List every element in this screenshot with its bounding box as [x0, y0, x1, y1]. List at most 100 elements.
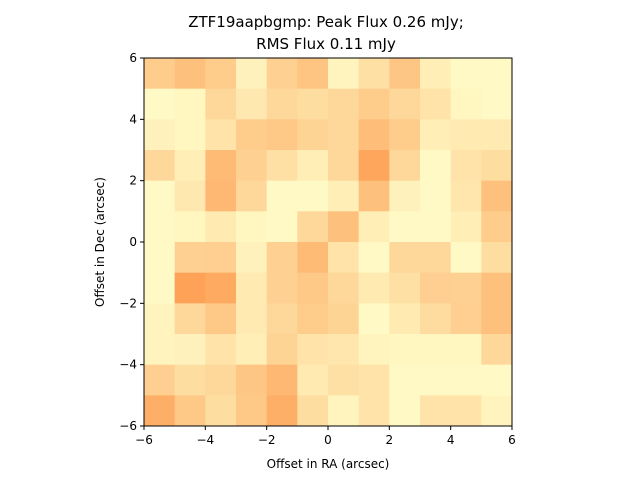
heatmap-cell — [450, 180, 482, 212]
heatmap-cell — [420, 180, 452, 212]
heatmap-cell — [420, 242, 452, 274]
heatmap-cell — [328, 58, 360, 90]
x-tick-label: 0 — [324, 433, 332, 447]
heatmap-cell — [236, 364, 268, 396]
heatmap-cell — [144, 88, 176, 120]
heatmap-cell — [297, 272, 329, 304]
x-tick-label: −2 — [258, 433, 276, 447]
heatmap-cell — [174, 242, 206, 274]
heatmap-cell — [174, 272, 206, 304]
heatmap-cell — [358, 211, 390, 243]
heatmap-cell — [420, 395, 452, 427]
heatmap-cell — [174, 180, 206, 212]
x-axis-ticks: −6 −4 −2 0 2 4 6 — [135, 426, 516, 447]
heatmap-cell — [236, 58, 268, 90]
heatmap-cell — [420, 211, 452, 243]
heatmap-cell — [266, 58, 298, 90]
heatmap-cell — [389, 119, 421, 151]
heatmap-cell — [144, 150, 176, 182]
heatmap-cell — [144, 119, 176, 151]
heatmap-cell — [358, 334, 390, 366]
heatmap-cell — [450, 58, 482, 90]
heatmap-cell — [358, 242, 390, 274]
y-tick-label: 2 — [129, 174, 137, 188]
x-tick-label: −4 — [196, 433, 214, 447]
heatmap-cell — [297, 364, 329, 396]
heatmap-cell — [450, 334, 482, 366]
heatmap-cell — [328, 334, 360, 366]
heatmap-cell — [205, 395, 237, 427]
heatmap-cell — [450, 119, 482, 151]
heatmap-cell — [389, 211, 421, 243]
heatmap-cell — [297, 88, 329, 120]
heatmap-cell — [266, 242, 298, 274]
y-axis-label: Offset in Dec (arcsec) — [93, 177, 107, 307]
x-axis-label: Offset in RA (arcsec) — [267, 457, 390, 471]
heatmap-cell — [174, 364, 206, 396]
heatmap-cell — [481, 58, 513, 90]
heatmap-cell — [481, 395, 513, 427]
heatmap-cell — [205, 88, 237, 120]
heatmap-cell — [389, 58, 421, 90]
heatmap-cell — [236, 242, 268, 274]
heatmap-cell — [174, 119, 206, 151]
heatmap-cell — [358, 395, 390, 427]
heatmap-cell — [205, 58, 237, 90]
heatmap-cell — [205, 272, 237, 304]
heatmap-cell — [297, 242, 329, 274]
heatmap-cell — [144, 334, 176, 366]
heatmap-cell — [297, 211, 329, 243]
heatmap-cell — [389, 272, 421, 304]
heatmap-cell — [420, 58, 452, 90]
heatmap-cell — [144, 242, 176, 274]
heatmap-cell — [481, 180, 513, 212]
heatmap-cell — [389, 150, 421, 182]
heatmap-cell — [328, 180, 360, 212]
heatmap-cells — [144, 58, 513, 427]
heatmap-cell — [236, 303, 268, 335]
heatmap-cell — [481, 334, 513, 366]
heatmap-cell — [205, 119, 237, 151]
heatmap-cell — [450, 303, 482, 335]
heatmap-cell — [328, 272, 360, 304]
heatmap-cell — [236, 150, 268, 182]
heatmap-cell — [266, 395, 298, 427]
heatmap-cell — [358, 150, 390, 182]
heatmap-cell — [266, 180, 298, 212]
heatmap-cell — [205, 180, 237, 212]
heatmap-cell — [205, 150, 237, 182]
chart-title-line-1: ZTF19aapbgmp: Peak Flux 0.26 mJy; — [188, 13, 464, 31]
heatmap-cell — [266, 272, 298, 304]
heatmap-cell — [481, 88, 513, 120]
heatmap-cell — [328, 88, 360, 120]
heatmap-cell — [205, 334, 237, 366]
heatmap-cell — [328, 211, 360, 243]
heatmap-cell — [481, 272, 513, 304]
heatmap-cell — [420, 119, 452, 151]
heatmap-cell — [450, 395, 482, 427]
y-tick-label: 0 — [129, 235, 137, 249]
heatmap-cell — [420, 364, 452, 396]
heatmap-cell — [144, 364, 176, 396]
heatmap-cell — [328, 303, 360, 335]
heatmap-cell — [389, 303, 421, 335]
heatmap-cell — [358, 88, 390, 120]
heatmap-cell — [420, 303, 452, 335]
heatmap-cell — [420, 334, 452, 366]
heatmap-cell — [174, 303, 206, 335]
heatmap-cell — [236, 88, 268, 120]
heatmap-cell — [358, 303, 390, 335]
heatmap-cell — [174, 88, 206, 120]
heatmap-cell — [358, 58, 390, 90]
heatmap-cell — [297, 150, 329, 182]
heatmap-cell — [205, 242, 237, 274]
chart-title-line-2: RMS Flux 0.11 mJy — [256, 35, 396, 53]
heatmap-cell — [481, 211, 513, 243]
y-axis-ticks: −6 −4 −2 0 2 4 6 — [119, 51, 144, 433]
heatmap-cell — [266, 211, 298, 243]
y-tick-label: −4 — [119, 358, 137, 372]
heatmap-cell — [420, 150, 452, 182]
heatmap-cell — [236, 211, 268, 243]
heatmap-cell — [358, 119, 390, 151]
heatmap-cell — [450, 364, 482, 396]
